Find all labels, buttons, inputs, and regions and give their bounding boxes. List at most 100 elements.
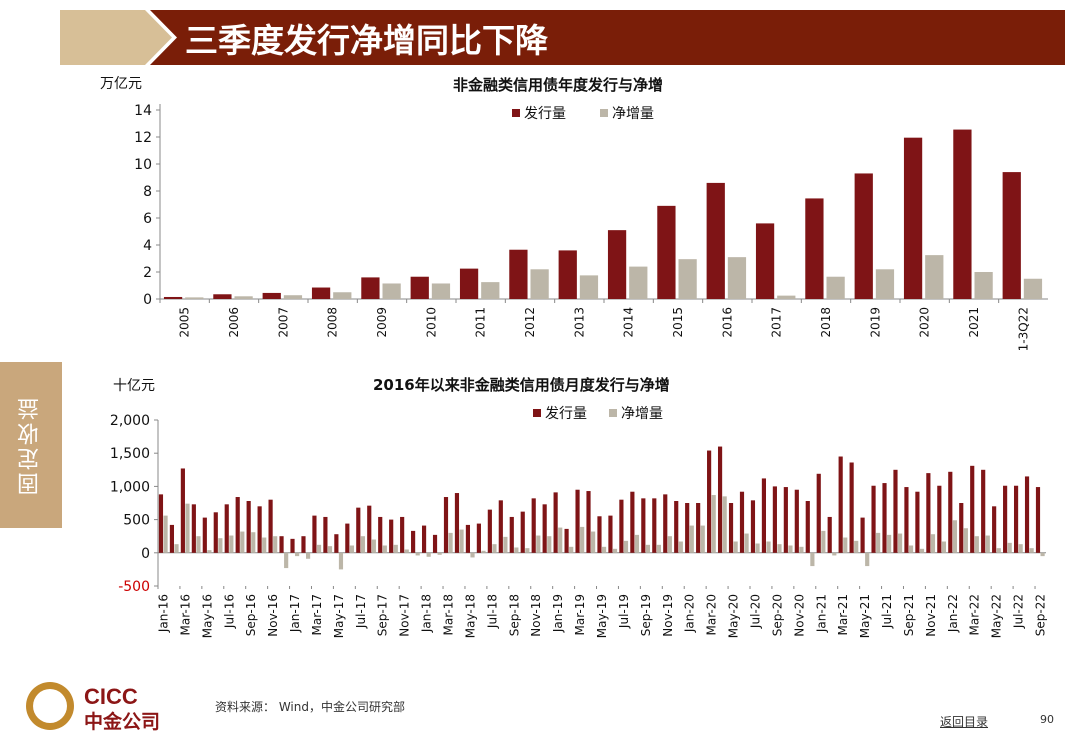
source-note: 资料来源： Wind，中金公司研究部: [215, 700, 405, 714]
legend-label-issuance: 发行量: [524, 106, 566, 122]
bar-net-Aug-19: [634, 534, 640, 553]
x-tick-label: Mar-22: [968, 594, 982, 635]
x-tick-label: May-21: [858, 594, 872, 638]
bar-issuance-2020: [903, 137, 923, 299]
bar-issuance-Apr-19: [586, 491, 591, 553]
legend-label-issuance: 发行量: [545, 406, 587, 422]
cicc-logo-mark: CICC 中金公司: [26, 682, 160, 733]
bar-net-May-22: [996, 548, 1001, 553]
x-tick-label: 2018: [819, 307, 833, 338]
x-tick-label: Jul-22: [1012, 594, 1026, 629]
cicc-logo: CICC 中金公司: [20, 678, 200, 738]
bar-issuance-Mar-16: [180, 468, 185, 553]
bar-net-Oct-19: [656, 544, 661, 553]
bar-issuance-Jan-21: [816, 473, 821, 553]
y-axis-unit-label: 十亿元: [113, 378, 155, 394]
bar-issuance-Jun-18: [476, 523, 481, 553]
y-tick-label: 1,000: [110, 479, 150, 495]
y-tick-label: 0: [143, 292, 152, 308]
bar-issuance-Nov-18: [531, 498, 536, 553]
bar-issuance-Mar-22: [970, 465, 975, 553]
bar-issuance-2016: [706, 182, 725, 299]
bar-net-2008: [333, 292, 352, 299]
bar-issuance-May-17: [334, 534, 339, 553]
bar-net-2020: [925, 255, 944, 299]
bar-issuance-Feb-21: [827, 516, 832, 553]
bar-net-Dec-17: [415, 552, 420, 556]
bar-issuance-May-19: [597, 516, 602, 553]
x-tick-label: May-20: [727, 594, 741, 638]
x-tick-label: 2014: [622, 307, 636, 338]
bar-issuance-Nov-17: [400, 516, 405, 553]
bar-net-Dec-19: [678, 541, 683, 553]
bar-issuance-Jan-18: [421, 525, 427, 553]
bar-issuance-Sep-17: [378, 516, 383, 553]
bar-issuance-Sep-16: [246, 501, 251, 553]
bar-issuance-2013: [558, 250, 577, 299]
x-tick-label: Mar-20: [705, 594, 719, 635]
x-tick-label: Jan-20: [683, 594, 697, 633]
bar-net-2007: [283, 295, 303, 299]
back-to-contents-link[interactable]: 返回目录: [940, 715, 989, 729]
bar-net-Sep-17: [382, 545, 387, 553]
legend-label-net: 净增量: [612, 106, 654, 122]
legend-swatch-issuance: [512, 109, 520, 117]
bar-net-Oct-16: [262, 537, 267, 553]
bar-issuance-2009: [361, 277, 380, 299]
x-tick-label: Jul-20: [748, 594, 762, 629]
bar-issuance-Oct-20: [783, 487, 788, 553]
x-tick-label: Jan-21: [814, 594, 828, 633]
bar-issuance-Mar-19: [575, 489, 580, 553]
x-tick-label: Nov-19: [661, 594, 675, 637]
bar-net-Aug-21: [898, 533, 903, 553]
bar-net-Dec-20: [810, 552, 815, 567]
y-axis-unit-label: 万亿元: [100, 76, 142, 92]
bar-issuance-Jan-22: [948, 471, 953, 553]
x-tick-label: Mar-21: [836, 594, 850, 635]
bar-issuance-Dec-18: [542, 504, 547, 553]
bar-net-Jun-17: [349, 545, 355, 553]
bar-net-May-19: [602, 546, 607, 553]
y-tick-label: 2,000: [110, 413, 150, 429]
x-tick-label: 2012: [523, 307, 537, 338]
bar-net-Jan-19: [558, 527, 563, 553]
bar-net-Apr-19: [591, 531, 596, 553]
bar-issuance-Aug-21: [893, 469, 898, 553]
x-tick-label: Jan-17: [288, 594, 302, 633]
y-tick-label: 14: [134, 103, 152, 119]
bar-net-Nov-21: [930, 534, 936, 553]
bar-net-Jan-18: [426, 552, 431, 557]
bar-net-Dec-18: [547, 536, 552, 553]
x-tick-label: May-17: [332, 594, 346, 638]
bar-issuance-Nov-19: [663, 494, 668, 553]
bar-issuance-Feb-16: [169, 524, 175, 553]
bar-issuance-Jul-20: [750, 500, 756, 553]
bar-net-Nov-20: [799, 546, 804, 553]
bar-net-Mar-22: [974, 536, 979, 553]
bar-issuance-May-18: [465, 524, 471, 553]
x-tick-label: Sep-19: [639, 594, 653, 636]
y-tick-label: 10: [134, 157, 152, 173]
x-tick-label: 2013: [572, 307, 586, 338]
bar-issuance-2005: [163, 296, 183, 299]
bar-net-Feb-18: [437, 552, 442, 555]
bar-net-Jan-21: [821, 530, 826, 553]
bar-net-Jun-20: [744, 533, 749, 553]
bar-net-Sep-20: [777, 544, 782, 553]
bar-net-May-18: [470, 552, 475, 558]
x-tick-label: Jul-19: [617, 594, 631, 629]
bar-issuance-May-16: [202, 517, 207, 553]
x-tick-label: 2007: [276, 307, 290, 338]
bar-issuance-Dec-21: [937, 485, 942, 553]
x-tick-label: Jan-16: [156, 594, 170, 633]
bar-net-Apr-16: [196, 536, 201, 553]
x-tick-label: Mar-16: [178, 594, 192, 635]
bar-net-Oct-21: [919, 548, 925, 553]
logo-text-cn: 中金公司: [84, 710, 160, 733]
side-tab[interactable]: 固定收益: [0, 362, 62, 528]
legend-label-net: 净增量: [621, 406, 663, 422]
bar-net-2005: [185, 297, 204, 299]
bar-issuance-Jul-16: [224, 504, 229, 553]
bar-issuance-Jul-19: [619, 499, 624, 553]
legend-swatch-net: [600, 109, 608, 117]
